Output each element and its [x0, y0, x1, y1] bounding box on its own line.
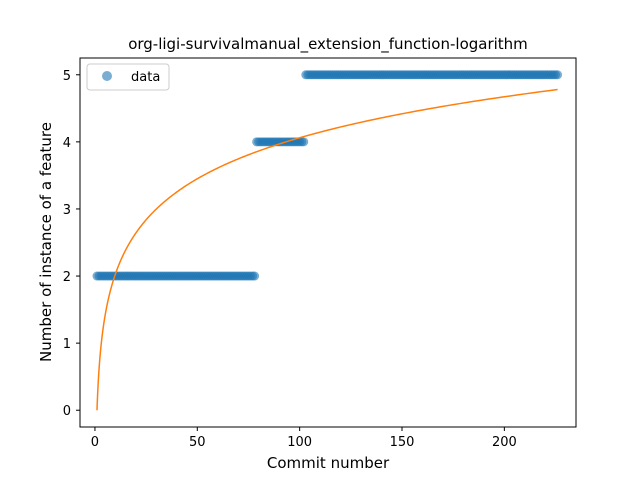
x-tick-label: 100: [287, 435, 312, 450]
x-tick-label: 50: [189, 435, 206, 450]
x-tick-label: 0: [91, 435, 99, 450]
data-point: [553, 70, 563, 80]
x-axis: 0 50 100 150 200: [91, 427, 517, 450]
y-axis-label: Number of instance of a feature: [37, 122, 55, 362]
y-tick-label: 0: [63, 404, 71, 419]
fit-line: [96, 88, 558, 411]
y-tick-label: 1: [63, 337, 71, 352]
data-point: [299, 137, 309, 147]
y-axis: 0 1 2 3 4 5: [63, 69, 80, 419]
chart-title: org-ligi-survivalmanual_extension_functi…: [128, 35, 528, 54]
y-tick-label: 2: [63, 270, 71, 285]
plot-frame: [79, 57, 577, 428]
y-tick-label: 5: [63, 69, 71, 84]
x-tick-label: 150: [390, 435, 415, 450]
x-axis-label: Commit number: [267, 454, 390, 472]
y-tick-label: 4: [63, 136, 71, 151]
legend-label: data: [131, 70, 160, 85]
data-point: [250, 271, 260, 281]
y-tick-label: 3: [63, 203, 71, 218]
x-tick-label: 200: [492, 435, 517, 450]
legend: data: [86, 63, 170, 91]
legend-box: [86, 63, 170, 91]
legend-marker: [102, 71, 112, 81]
plot-area: [92, 70, 563, 411]
